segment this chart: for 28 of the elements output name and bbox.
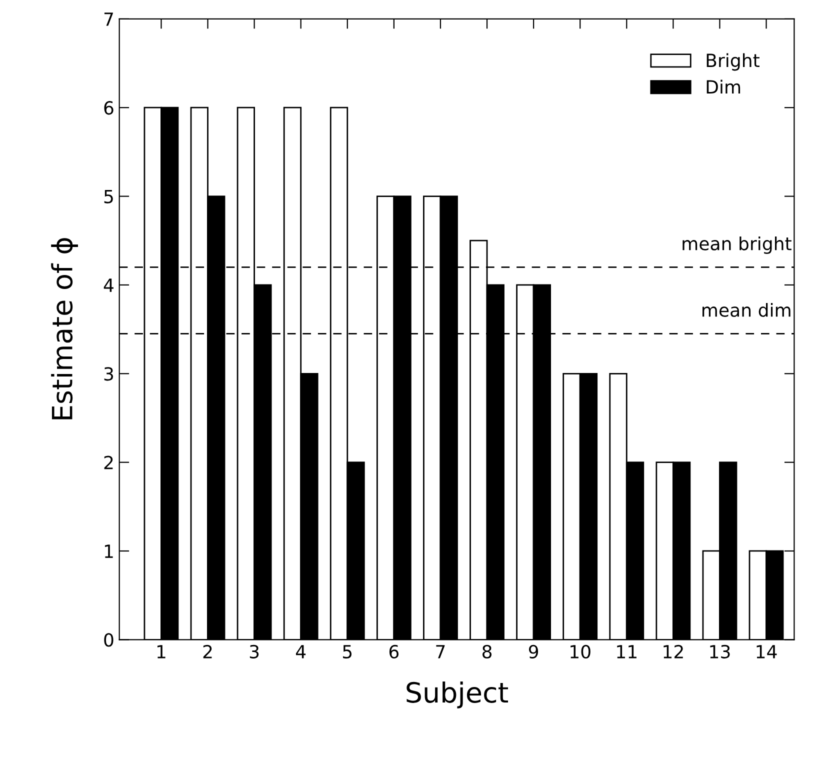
y-tick-label: 6 [104,101,114,115]
x-axis-title: Subject [406,681,508,708]
x-tick-label: 1 [157,645,166,658]
x-tick-label: 13 [710,644,730,658]
x-tick-label: 9 [528,644,538,658]
x-tick-label: 10 [570,644,590,658]
x-tick-label: 5 [343,645,352,658]
x-tick-label: 4 [296,645,306,658]
ref-line-label: mean dim [702,302,790,317]
legend-label: Dim [706,80,740,94]
x-tick-label: 12 [664,644,683,658]
y-tick-label: 1 [104,544,113,558]
x-tick-label: 7 [436,645,445,658]
y-tick-label: 7 [104,12,113,26]
y-tick-label: 3 [104,367,114,381]
y-tick-label: 5 [104,190,113,204]
x-tick-label: 3 [250,644,259,658]
y-axis-title: Estimate of ϕ [51,238,78,420]
y-tick-label: 4 [104,278,114,292]
x-tick-label: 2 [203,644,212,658]
x-tick-label: 6 [389,644,399,658]
ref-line-label: mean bright [682,236,792,254]
x-tick-label: 11 [617,645,636,658]
y-tick-label: 2 [104,456,113,470]
x-tick-label: 14 [756,645,777,658]
x-tick-label: 8 [482,644,492,658]
y-tick-label: 0 [104,633,114,647]
legend-label: Bright [706,53,760,71]
